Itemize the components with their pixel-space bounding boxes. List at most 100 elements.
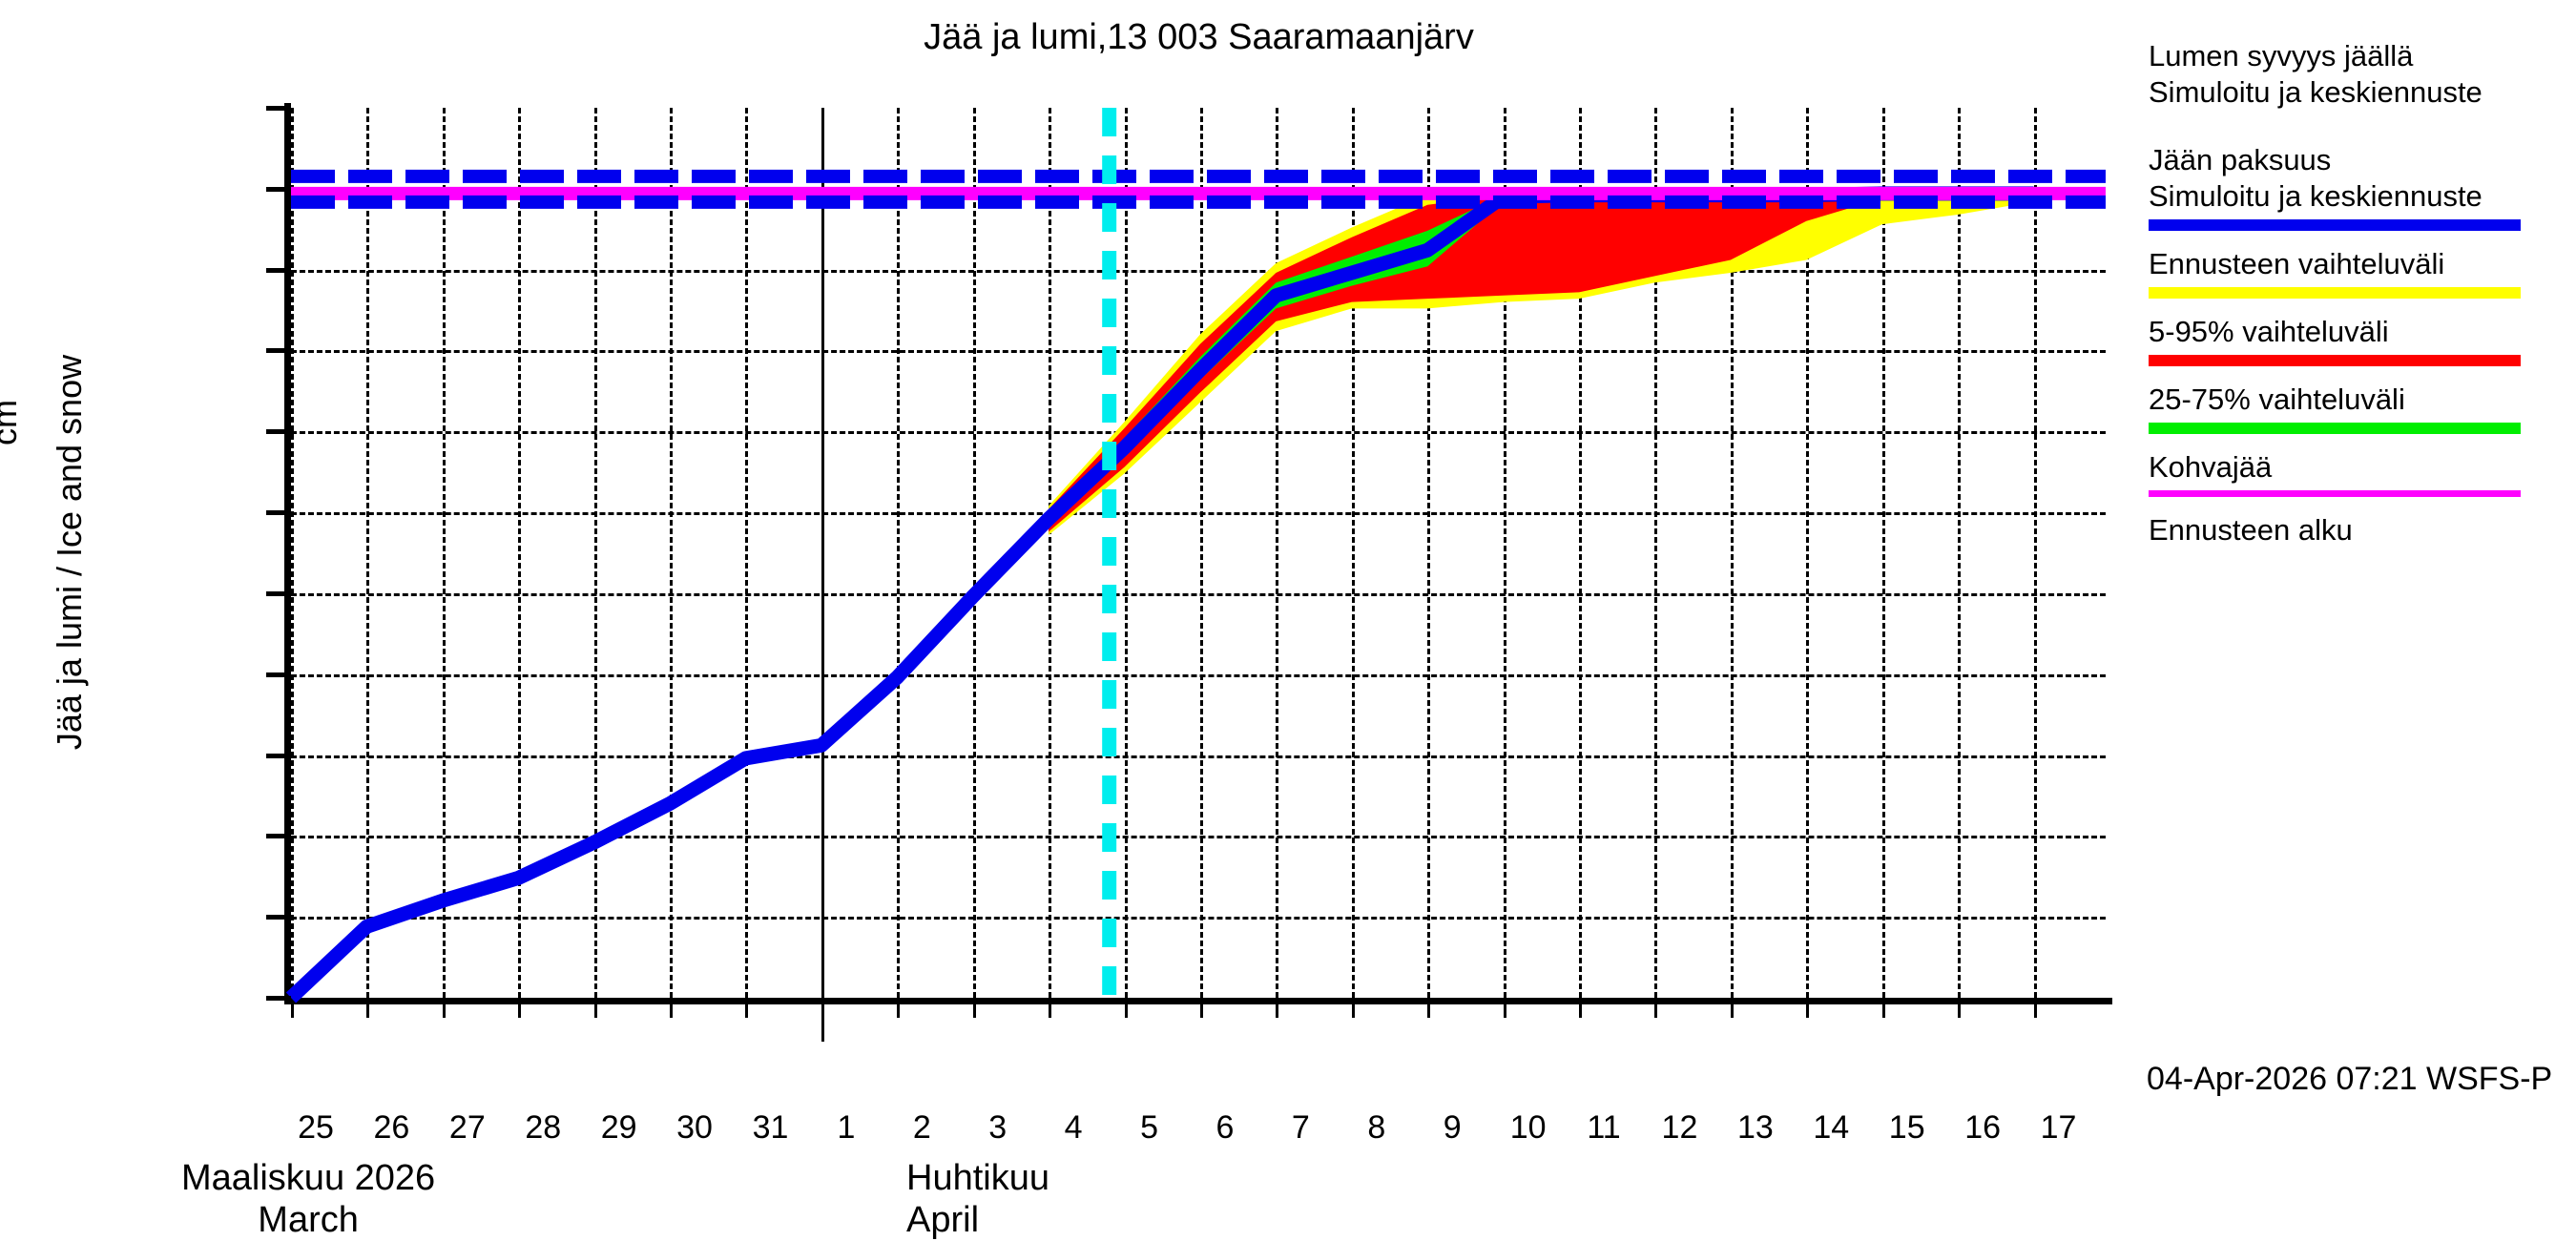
legend-item[interactable]: Ennusteen vaihteluväli [2149, 246, 2559, 299]
legend-item-subtitle: Simuloitu ja keskiennuste [2149, 75, 2483, 109]
y-tick-mark [266, 590, 291, 596]
x-tick-label: 9 [1443, 1109, 1462, 1146]
legend-swatch [2149, 423, 2521, 434]
x-tick-mark [518, 1004, 522, 1018]
y-tick-mark [266, 429, 291, 435]
x-tick-label: 31 [752, 1109, 789, 1146]
x-gridline [1199, 108, 1203, 998]
x-gridline [670, 108, 674, 998]
y-tick-mark [266, 106, 291, 111]
legend-swatch [2149, 355, 2521, 366]
x-gridline [1124, 108, 1128, 998]
x-tick-mark [670, 1004, 674, 1018]
x-tick-mark [442, 1004, 446, 1018]
legend-swatch [2149, 115, 2521, 127]
x-tick-label: 10 [1509, 1109, 1547, 1146]
x-tick-label: 6 [1215, 1109, 1235, 1146]
x-tick-mark [291, 1004, 294, 1018]
legend: Lumen syvyys jäällä Simuloitu ja keskienn… [2149, 38, 2559, 580]
x-tick-mark [972, 1004, 976, 1018]
legend-item-title: Ennusteen alku [2149, 513, 2353, 547]
legend-item-title: Jään paksuus [2149, 143, 2332, 176]
legend-item[interactable]: Jään paksuus Simuloitu ja keskiennuste [2149, 142, 2559, 231]
month-sub-march: March [258, 1200, 359, 1240]
y-tick-mark [266, 753, 291, 758]
x-gridline [1049, 108, 1052, 998]
x-gridline [366, 108, 370, 998]
y-axis-title: Jää ja lumi / Ice and snow [50, 354, 89, 751]
x-gridline [1730, 108, 1734, 998]
legend-item-title: 5-95% vaihteluväli [2149, 315, 2389, 348]
x-tick-mark [821, 1004, 824, 1018]
x-tick-label: 25 [298, 1109, 334, 1146]
legend-swatch [2149, 553, 2521, 565]
x-gridline [1276, 108, 1279, 998]
legend-item[interactable]: 25-75% vaihteluväli [2149, 382, 2559, 434]
x-tick-label: 17 [2040, 1109, 2077, 1146]
legend-swatch [2149, 219, 2521, 231]
x-tick-mark [1049, 1004, 1052, 1018]
month-label-april: Huhtikuu April [906, 1157, 1049, 1241]
x-gridline [1958, 108, 1962, 998]
legend-item[interactable]: Ennusteen alku [2149, 512, 2559, 565]
x-tick-label: 29 [600, 1109, 637, 1146]
x-gridline [1654, 108, 1658, 998]
month-boundary-line [821, 108, 824, 1042]
x-gridline [518, 108, 522, 998]
x-tick-label: 28 [525, 1109, 562, 1146]
legend-item-title: Lumen syvyys jäällä [2149, 39, 2414, 72]
month-name-march: Maaliskuu 2026 [181, 1158, 436, 1198]
legend-item[interactable]: Kohvajää [2149, 449, 2559, 497]
x-gridline [442, 108, 446, 998]
x-tick-mark [1881, 1004, 1885, 1018]
x-gridline [1881, 108, 1885, 998]
legend-item[interactable]: Lumen syvyys jäällä Simuloitu ja keskienn… [2149, 38, 2559, 127]
x-tick-label: 14 [1813, 1109, 1850, 1146]
y-gridline [291, 836, 2106, 839]
y-tick-mark [266, 510, 291, 516]
page-title: Jää ja lumi,13 003 Saaramaanjärv [924, 17, 1474, 57]
x-tick-label: 27 [448, 1109, 486, 1146]
x-tick-mark [593, 1004, 597, 1018]
x-tick-label: 15 [1888, 1109, 1925, 1146]
x-tick-label: 11 [1587, 1109, 1621, 1146]
x-tick-mark [1503, 1004, 1506, 1018]
y-tick-mark [266, 186, 291, 192]
x-tick-label: 5 [1140, 1109, 1159, 1146]
x-gridline [1351, 108, 1355, 998]
legend-item[interactable]: 5-95% vaihteluväli [2149, 314, 2559, 366]
x-gridline [2033, 108, 2037, 998]
legend-swatch [2149, 490, 2521, 497]
series-ice-thickness [285, 186, 2034, 1003]
x-tick-mark [1654, 1004, 1658, 1018]
y-tick-mark [266, 996, 291, 1001]
x-gridline [291, 108, 294, 998]
x-tick-mark [1199, 1004, 1203, 1018]
y-gridline [291, 917, 2106, 920]
footer-timestamp: 04-Apr-2026 07:21 WSFS-P [2147, 1061, 2553, 1097]
x-gridline [1503, 108, 1506, 998]
y-axis-line [284, 103, 291, 1003]
x-tick-label: 4 [1064, 1109, 1083, 1146]
x-tick-mark [1579, 1004, 1583, 1018]
x-tick-label: 7 [1291, 1109, 1310, 1146]
legend-swatch [2149, 287, 2521, 299]
x-tick-label: 2 [912, 1109, 931, 1146]
x-tick-label: 13 [1736, 1109, 1774, 1146]
x-tick-mark [2033, 1004, 2037, 1018]
chart-root: Jää ja lumi,13 003 Saaramaanjärv 2.50.0-… [0, 17, 2559, 1240]
legend-item-subtitle: Simuloitu ja keskiennuste [2149, 179, 2483, 213]
x-tick-label: 8 [1367, 1109, 1386, 1146]
x-tick-mark [1427, 1004, 1431, 1018]
plot-area: 2.50.0-2.5-5.0-7.5-10.0-12.5-15.0-17.5-2… [0, 103, 2112, 1240]
x-tick-mark [366, 1004, 370, 1018]
month-label-march: Maaliskuu 2026 March [181, 1157, 435, 1241]
x-tick-label: 12 [1661, 1109, 1698, 1146]
x-gridline [1806, 108, 1810, 998]
y-axis-unit: cm [0, 400, 24, 445]
x-axis-line [284, 998, 2112, 1004]
x-tick-mark [1124, 1004, 1128, 1018]
x-tick-mark [1730, 1004, 1734, 1018]
x-tick-label: 26 [373, 1109, 410, 1146]
y-tick-mark [266, 267, 291, 273]
